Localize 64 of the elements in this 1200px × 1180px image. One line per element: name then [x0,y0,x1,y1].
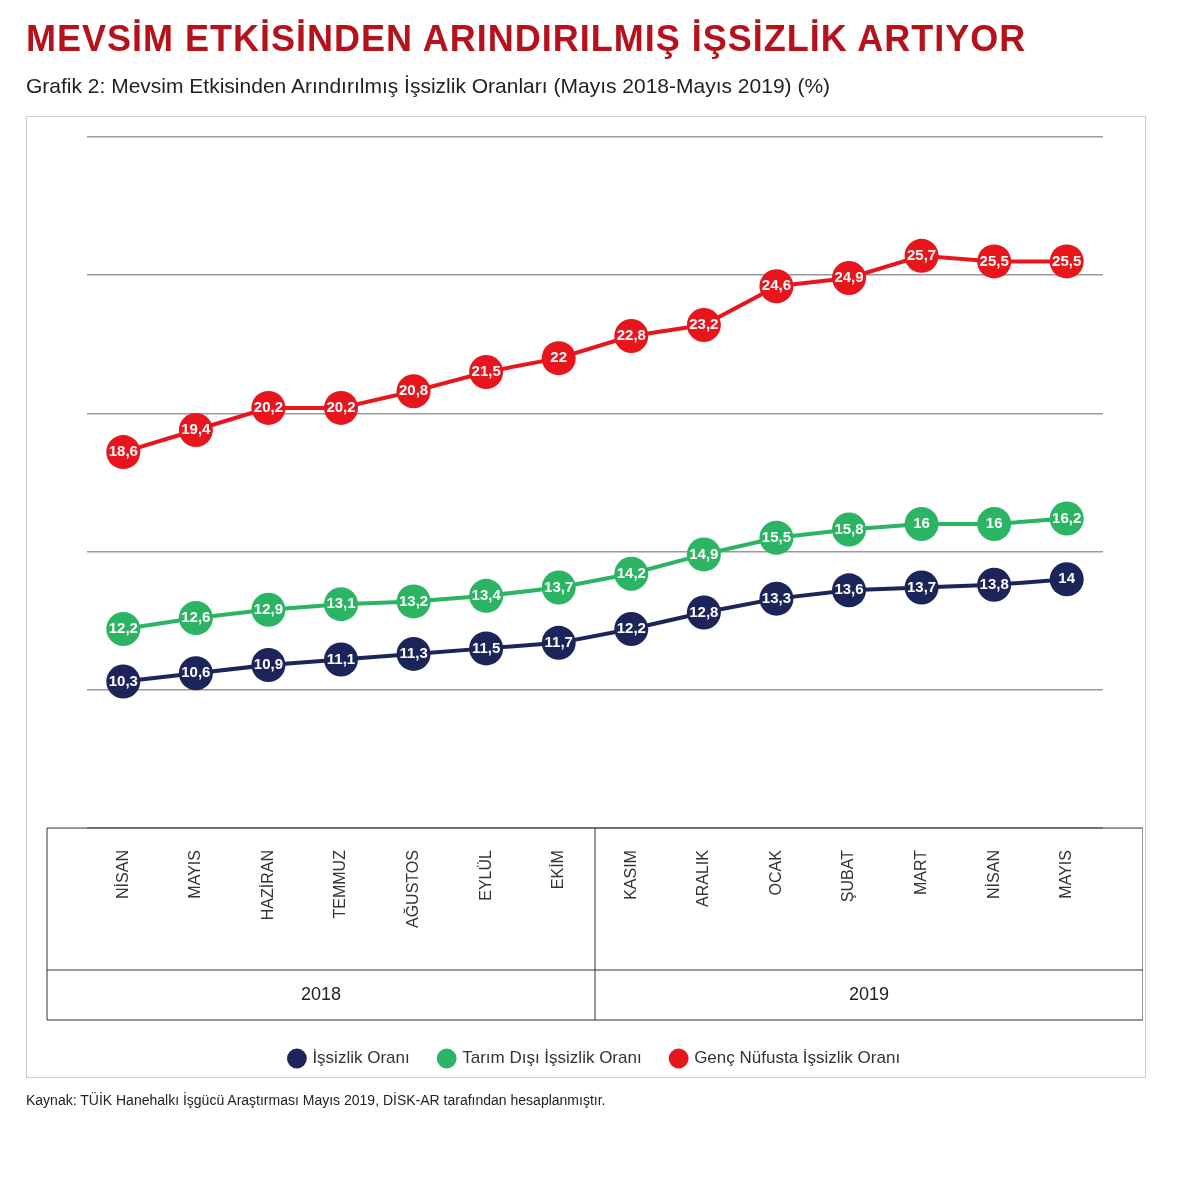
legend-label: İşsizlik Oranı [312,1048,410,1068]
data-label: 11,1 [326,649,356,667]
x-tick-label: KASIM [621,850,639,900]
x-tick-label: TEMMUZ [331,849,349,919]
legend-label: Tarım Dışı İşsizlik Oranı [462,1048,642,1068]
data-label: 13,6 [834,580,864,598]
x-tick-label: ŞUBAT [839,849,857,903]
data-label: 10,9 [253,655,284,673]
x-tick-label: EYLÜL [476,849,494,901]
data-label: 11,5 [471,638,501,656]
text: 2019 [848,983,890,1004]
data-label: 20,2 [253,398,284,416]
x-tick-label: ARALIK [694,849,712,907]
data-label: 12,6 [181,608,211,626]
x-tick-label: NİSAN [983,850,1002,899]
data-label: 21,5 [471,362,501,380]
x-tick-label: MAYIS [1057,850,1075,899]
data-label: 18,6 [108,442,138,460]
data-label: 13,8 [979,574,1009,592]
data-label: 15,5 [761,527,792,545]
data-label: 24,6 [761,276,792,294]
data-label: 13,7 [544,577,574,595]
data-label: 13,4 [471,586,502,603]
data-label: 16 [985,514,1003,532]
data-label: 11,7 [544,632,573,650]
data-label: 12,8 [689,602,719,620]
data-label: 12,2 [108,619,138,637]
data-label: 22,8 [616,326,646,344]
data-label: 25,7 [906,246,937,263]
data-label: 23,2 [689,315,719,333]
chart-title: MEVSİM ETKİSİNDEN ARINDIRILMIŞ İŞSİZLİK ARTIYOR [26,18,1028,60]
data-label: 10,3 [108,671,138,689]
data-label: 14,2 [616,563,646,581]
data-label: 12,9 [253,599,284,617]
data-label: 13,1 [326,594,356,612]
data-label: 14 [1058,569,1076,587]
data-label: 15,8 [834,519,864,537]
text: Kaynak: TÜİK Hanehalkı İşgücü Araştırması Mayıs 2019, DİSK-AR tarafından hesaplanmıştır. [26,1092,607,1108]
data-label: 25,5 [1052,251,1082,269]
data-label: 10,6 [181,663,211,681]
chart-subtitle: Grafik 2: Mevsim Etkisinden Arındırılmış İşsizlik Oranları (Mayıs 2018-Mayıs 2019) (%) [26,74,832,98]
x-tick-label: EKİM [548,850,567,890]
data-label: 13,3 [761,588,792,606]
data-label: 20,2 [326,398,356,416]
data-label: 24,9 [834,268,864,286]
data-label: 13,7 [906,577,937,595]
x-tick-label: NİSAN [112,850,131,899]
legend-label: Genç Nüfusta İşsizlik Oranı [694,1048,901,1068]
data-label: 13,2 [398,591,429,609]
x-tick-label: OCAK [766,849,784,896]
data-label: 14,9 [689,544,719,562]
data-label: 19,4 [181,420,212,438]
data-label: 25,5 [979,251,1009,269]
x-tick-label: MAYIS [186,850,204,899]
data-label: 16,2 [1052,508,1082,526]
x-tick-label: HAZİRAN [257,850,276,921]
x-tick-label: MART [911,849,929,896]
text: 2018 [300,983,342,1004]
data-label: 20,8 [398,381,429,399]
data-label: 16 [913,514,930,532]
x-tick-label: AĞUSTOS [402,850,421,929]
data-label: 12,2 [616,619,646,637]
data-label: 22 [550,348,568,366]
data-label: 11,3 [399,644,428,662]
